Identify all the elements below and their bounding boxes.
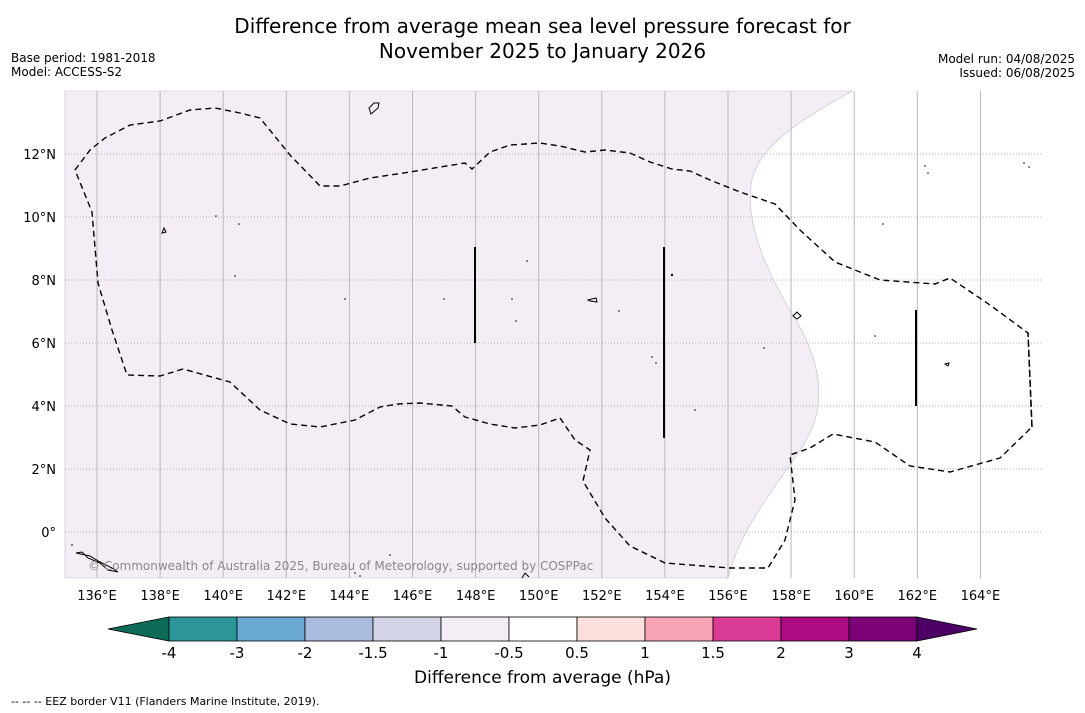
lat-tick-label: 6°N [32,337,57,352]
lon-tick-label: 158°E [771,589,811,604]
colorbar-segment [644,616,714,642]
eez-border-west [74,107,1033,569]
colorbar-segment [712,616,782,642]
colorbar [107,616,978,642]
base-period: Base period: 1981-2018 [11,51,156,65]
island-guam [368,102,380,115]
page-title: Difference from average mean sea level p… [0,14,1085,64]
lon-tick-label: 154°E [645,589,685,604]
model-name: Model: ACCESS-S2 [11,65,123,79]
lat-tick-label: 0° [41,526,56,541]
island-dots [71,162,1030,577]
copyright-notice: © Commonwealth of Australia 2025, Bureau… [88,559,593,573]
colorbar-tick-labels: -4 -3 -2 -1.5 -1 -0.5 0.5 1 1.5 2 3 4 [162,644,922,662]
colorbar-segment [372,616,442,642]
colorbar-segment [304,616,374,642]
island-pohnpei [792,311,802,320]
colorbar-tick-label: 4 [912,644,922,662]
colorbar-tick-label: -4 [162,644,177,662]
lon-tick-label: 144°E [330,589,370,604]
title-line-1: Difference from average mean sea level p… [234,14,851,38]
colorbar-tick-label: -3 [230,644,245,662]
colorbar-tick-label: 2 [776,644,786,662]
gridlines [65,91,1043,578]
lat-tick-label: 10°N [23,211,56,226]
lon-tick-label: 140°E [203,589,243,604]
meta-left: Base period: 1981-2018 Model: ACCESS-S2 [11,51,156,79]
colorbar-segment [440,616,510,642]
meta-right: Model run: 04/08/2025 Issued: 06/08/2025 [938,52,1075,80]
colorbar-tick-label: 1.5 [701,644,725,662]
lon-tick-label: 138°E [140,589,180,604]
island-png-north [75,551,119,573]
colorbar-segment [508,616,578,642]
colorbar-segment [236,616,306,642]
footnote: -- -- -- EEZ border V11 (Flanders Marine… [11,695,320,708]
lon-tick-label: 156°E [708,589,748,604]
lon-tick-label: 142°E [267,589,307,604]
longitude-tick-labels: 136°E 138°E 140°E 142°E 144°E 146°E 148°E 150°E… [77,589,1000,604]
colorbar-tick-label: -1 [434,644,449,662]
colorbar-tick-label: -1.5 [358,644,387,662]
lat-tick-label: 4°N [32,400,57,415]
island-chuuk [586,297,598,303]
issued-date: Issued: 06/08/2025 [959,66,1075,80]
colorbar-segment [848,616,918,642]
lon-tick-label: 152°E [582,589,622,604]
colorbar-tick-label: -2 [298,644,313,662]
title-line-2: November 2025 to January 2026 [378,39,707,63]
lat-tick-label: 12°N [23,148,56,163]
lon-tick-label: 162°E [898,589,938,604]
lon-tick-label: 150°E [519,589,559,604]
island-bottom [521,572,530,579]
colorbar-high-extend [916,616,978,642]
anomaly-shaded-region [64,90,854,579]
colorbar-low-extend [107,616,170,642]
colorbar-tick-label: 0.5 [565,644,589,662]
lon-tick-label: 146°E [393,589,433,604]
lon-tick-label: 148°E [456,589,496,604]
colorbar-segment [576,616,646,642]
colorbar-tick-label: -0.5 [494,644,523,662]
lon-tick-label: 136°E [77,589,117,604]
model-run: Model run: 04/08/2025 [937,52,1075,66]
colorbar-segment [780,616,850,642]
eez-border-south [1027,332,1033,428]
island-palau [161,226,167,234]
colorbar-tick-label: 1 [640,644,650,662]
lon-tick-label: 160°E [834,589,874,604]
latitude-tick-labels: 12°N 10°N 8°N 6°N 4°N 2°N 0° [23,148,56,541]
lat-tick-label: 8°N [32,274,57,289]
colorbar-title: Difference from average (hPa) [414,668,671,688]
lat-tick-label: 2°N [32,463,57,478]
colorbar-tick-label: 3 [844,644,854,662]
island-kosrae [943,362,950,367]
islands [75,102,950,579]
colorbar-segment [168,616,238,642]
lon-tick-label: 164°E [961,589,1001,604]
